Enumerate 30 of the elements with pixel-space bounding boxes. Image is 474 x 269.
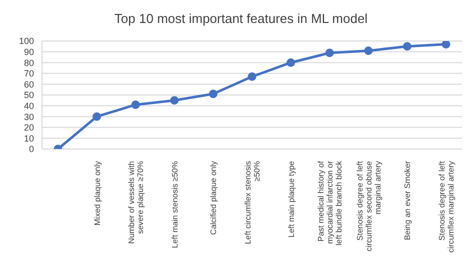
y-tick-label: 90 [24,46,34,57]
y-tick-label: 20 [24,122,34,133]
y-tick-label: 70 [24,68,34,79]
y-tick-label: 80 [24,58,34,68]
point [131,100,140,109]
x-tick-label: Number of vessels with severe plaque ≥70% [127,161,146,244]
point [402,42,412,51]
y-tick-label: 0 [28,144,34,154]
x-tick-label: Left main plaque type [286,160,296,238]
point [92,112,102,121]
y-tick-label: 100 [18,36,34,46]
x-tick-label: Left circumflex stenosis ≥50% [244,161,262,244]
y-tick-label: 50 [24,90,34,100]
x-tick-label: Mixed plaque only [92,161,102,226]
y-tick-label: 40 [24,100,34,111]
point [286,58,296,67]
x-tick-label: Past medical history of myocardial infarction or left bundle branch block [316,160,344,246]
x-tick-label: Being an ever Smoker [403,160,412,240]
y-tick-label: 60 [24,79,34,90]
point [208,90,218,98]
chart-title: Top 10 most important features in ML model [113,10,369,28]
x-tick-label: Calcified plaque only [209,161,218,235]
point [170,96,179,105]
point [325,48,334,58]
point [364,46,373,55]
y-tick-label: 10 [24,133,34,144]
y-tick-label: 30 [24,112,34,122]
x-tick-label: Left main stenosis ≥50% [170,161,180,248]
point [248,72,256,81]
point [442,41,450,48]
